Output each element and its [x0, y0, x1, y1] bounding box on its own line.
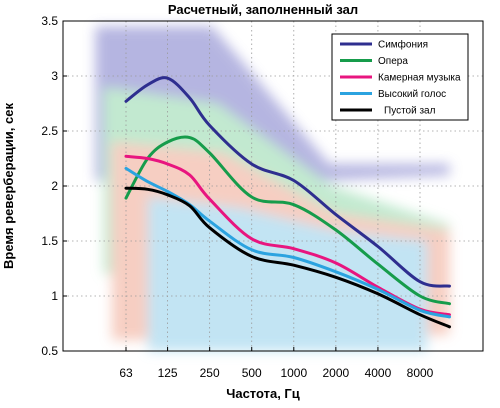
x-tick-label-4000: 4000 — [365, 366, 392, 380]
y-ticks: 0.5 1 1.5 2 2.5 3 3.5 — [41, 14, 67, 358]
y-tick-label-2.5: 2.5 — [41, 124, 58, 138]
y-tick-label-0.5: 0.5 — [41, 344, 58, 358]
series-line-1 — [124, 135, 451, 306]
chart-title: Расчетный, заполненный зал — [168, 2, 358, 17]
x-tick-label-2000: 2000 — [323, 366, 350, 380]
series-line-3 — [124, 166, 451, 319]
series-lines — [124, 76, 451, 329]
legend-label-2: Камерная музыка — [378, 73, 461, 84]
x-tick-label-500: 500 — [242, 366, 262, 380]
legend-label-4: Пустой зал — [384, 106, 436, 117]
x-tick-label-125: 125 — [158, 366, 178, 380]
legend-label-1: Опера — [378, 56, 408, 67]
series-line-0 — [124, 76, 451, 288]
x-tick-label-1000: 1000 — [280, 366, 307, 380]
x-tick-label-8000: 8000 — [407, 366, 434, 380]
x-ticks: 63 125 250 500 1000 2000 4000 8000 — [119, 347, 434, 380]
y-tick-label-3.5: 3.5 — [41, 14, 58, 28]
y-tick-label-1.5: 1.5 — [41, 234, 58, 248]
y-tick-label-1: 1 — [51, 289, 58, 303]
legend-label-0: Симфония — [378, 39, 428, 51]
x-tick-label-250: 250 — [200, 366, 220, 380]
series-line-4 — [124, 186, 451, 329]
y-axis-label: Время реверберации, сек — [1, 103, 16, 269]
x-axis-label: Частота, Гц — [226, 386, 300, 401]
legend: Симфония Опера Камерная музыка Высокий голо… — [331, 33, 469, 121]
y-tick-label-3: 3 — [51, 69, 58, 83]
y-tick-label-2: 2 — [51, 179, 58, 193]
x-tick-label-63: 63 — [119, 366, 133, 380]
legend-label-3: Высокий голос — [378, 89, 446, 100]
